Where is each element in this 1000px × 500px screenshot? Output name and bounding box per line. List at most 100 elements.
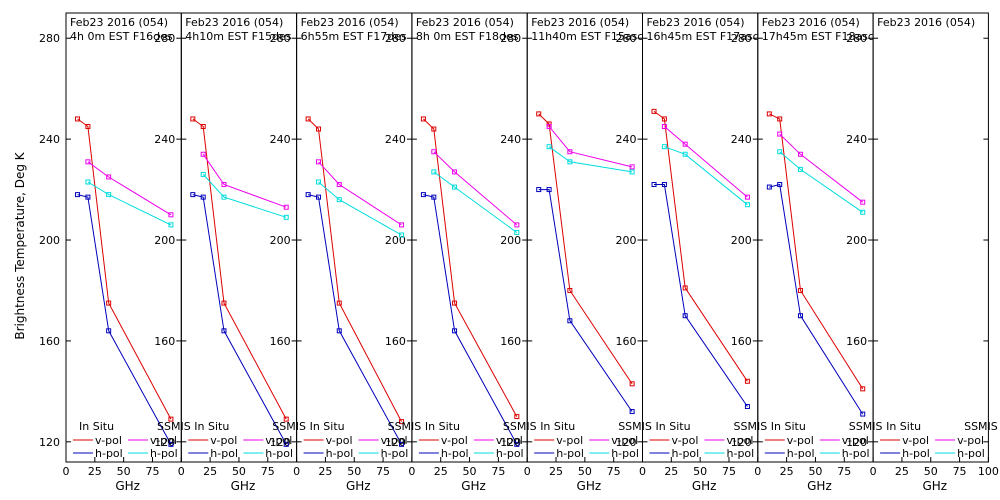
data-point bbox=[168, 222, 174, 228]
data-point bbox=[777, 116, 783, 122]
data-point bbox=[567, 318, 573, 324]
data-point bbox=[661, 182, 667, 188]
data-point bbox=[106, 192, 112, 198]
data-point bbox=[283, 214, 289, 220]
series-line-4 bbox=[318, 181, 402, 236]
data-point bbox=[200, 194, 206, 200]
data-point bbox=[651, 182, 657, 188]
legend-entry: v-pol bbox=[150, 434, 177, 447]
legend-entry: v-pol bbox=[265, 434, 292, 447]
x-tick-label: 50 bbox=[232, 465, 246, 478]
data-point bbox=[200, 124, 206, 130]
data-point bbox=[744, 194, 750, 200]
panel-title: Feb23 2016 (054) bbox=[877, 16, 975, 29]
data-point bbox=[661, 116, 667, 122]
y-tick-label-right: 280 bbox=[270, 32, 291, 45]
x-tick-label: 75 bbox=[261, 465, 275, 478]
y-tick-label-right: 200 bbox=[385, 234, 406, 247]
data-point bbox=[106, 300, 112, 306]
data-point bbox=[316, 194, 322, 200]
x-axis-label: GHz bbox=[115, 479, 140, 493]
data-point bbox=[797, 313, 803, 319]
series-line-3 bbox=[664, 126, 748, 198]
legend-entry: v-pol bbox=[210, 434, 237, 447]
x-tick-label: 75 bbox=[376, 465, 390, 478]
data-point bbox=[431, 149, 437, 155]
data-point bbox=[567, 287, 573, 293]
series-line-4 bbox=[433, 171, 518, 233]
y-tick-label: 280 bbox=[39, 32, 60, 45]
legend-ssmis-label: SSMIS bbox=[272, 420, 306, 433]
chart-panels: Feb23 2016 (054) 4h 0m EST F16des 120 160 20… bbox=[39, 12, 999, 493]
data-point bbox=[661, 124, 667, 130]
x-tick-label: 50 bbox=[463, 465, 477, 478]
legend-entry: h-pol bbox=[556, 447, 584, 460]
panel-4: Feb23 2016 (054)8h 0m EST F18des 120 160 20… bbox=[408, 12, 537, 493]
data-point bbox=[514, 229, 520, 235]
panel-7: Feb23 2016 (054)17h45m EST F18asc 120 160 2… bbox=[754, 12, 882, 493]
panel-title: Feb23 2016 (054) bbox=[531, 16, 629, 29]
legend-entry: h-pol bbox=[381, 447, 409, 460]
series-line-2 bbox=[192, 194, 287, 445]
legend-insitu-label: In Situ bbox=[310, 420, 345, 433]
legend-entry: h-pol bbox=[95, 447, 123, 460]
panel-6: Feb23 2016 (054)16h45m EST F17asc 120 160 2… bbox=[639, 12, 768, 493]
y-tick-label-right: 200 bbox=[154, 234, 175, 247]
x-axis-label: GHz bbox=[692, 479, 717, 493]
legend-entry: v-pol bbox=[611, 434, 638, 447]
legend-entry: h-pol bbox=[842, 447, 870, 460]
y-tick-label-right: 240 bbox=[616, 133, 637, 146]
data-point bbox=[452, 328, 458, 334]
x-tick-label: 0 bbox=[293, 465, 300, 478]
data-point bbox=[546, 144, 552, 150]
data-point bbox=[316, 179, 322, 185]
legend-insitu-label: In Situ bbox=[886, 420, 921, 433]
data-point bbox=[190, 192, 196, 198]
y-tick-label-right: 160 bbox=[616, 335, 637, 348]
legend-entry: v-pol bbox=[381, 434, 408, 447]
legend-entry: v-pol bbox=[95, 434, 122, 447]
series-line-4 bbox=[664, 146, 748, 206]
series-line-1 bbox=[77, 118, 172, 420]
legend-entry: v-pol bbox=[496, 434, 523, 447]
series-line-2 bbox=[423, 194, 518, 445]
panel-subtitle: 4h10m EST F15des bbox=[185, 30, 291, 43]
panel-2: Feb23 2016 (054)4h10m EST F15des 120 160 20… bbox=[178, 12, 306, 493]
legend-entry: h-pol bbox=[611, 447, 639, 460]
y-tick-label-right: 160 bbox=[270, 335, 291, 348]
y-axis-label: Brightness Temperature, Deg K bbox=[13, 151, 27, 339]
legend-insitu-label: In Situ bbox=[540, 420, 575, 433]
panel-title: Feb23 2016 (054) bbox=[185, 16, 283, 29]
legend-ssmis-label: SSMIS bbox=[734, 420, 768, 433]
data-point bbox=[221, 328, 227, 334]
data-point bbox=[536, 187, 542, 193]
data-point bbox=[682, 141, 688, 147]
x-tick-label: 50 bbox=[924, 465, 938, 478]
y-tick-label-right: 240 bbox=[500, 133, 521, 146]
data-point bbox=[567, 149, 573, 155]
y-tick-label: 160 bbox=[39, 335, 60, 348]
y-tick-label-right: 120 bbox=[731, 436, 752, 449]
series-line-1 bbox=[307, 118, 402, 422]
legend-insitu-label: In Situ bbox=[194, 420, 229, 433]
data-point bbox=[629, 164, 635, 170]
x-tick-label: 50 bbox=[693, 465, 707, 478]
panel-subtitle: 4h 0m EST F16des bbox=[70, 30, 173, 43]
y-tick-label-right: 280 bbox=[500, 32, 521, 45]
x-tick-label: 75 bbox=[837, 465, 851, 478]
data-point bbox=[536, 111, 542, 117]
panel-subtitle: 8h 0m EST F18des bbox=[416, 30, 519, 43]
data-point bbox=[420, 192, 426, 198]
panel-5: Feb23 2016 (054)11h40m EST F15asc 120 160 2… bbox=[524, 12, 652, 493]
data-point bbox=[336, 328, 342, 334]
y-tick-label-right: 240 bbox=[154, 133, 175, 146]
y-tick-label-right: 200 bbox=[500, 234, 521, 247]
data-point bbox=[221, 194, 227, 200]
x-tick-label: 75 bbox=[607, 465, 621, 478]
x-axis-label: GHz bbox=[577, 479, 602, 493]
x-axis-label: GHz bbox=[461, 479, 486, 493]
data-point bbox=[85, 124, 91, 130]
legend-ssmis-label: SSMIS bbox=[503, 420, 537, 433]
data-point bbox=[399, 232, 405, 238]
series-line-3 bbox=[548, 126, 633, 168]
